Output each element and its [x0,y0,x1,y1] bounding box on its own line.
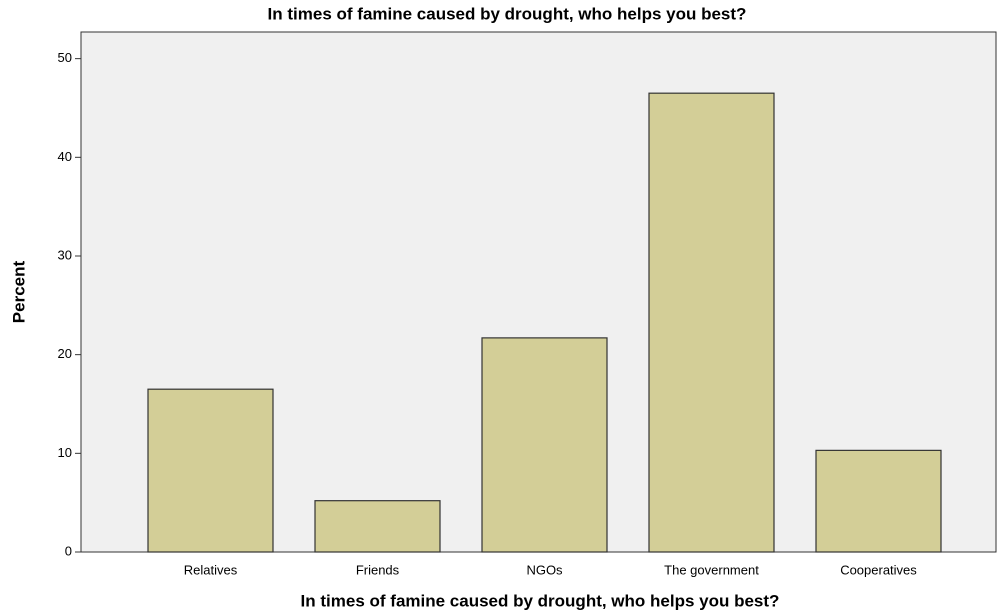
x-tick-label: Friends [356,562,400,577]
x-tick-label: The government [664,562,759,577]
y-tick-label: 30 [58,247,72,262]
y-tick-label: 10 [58,445,72,460]
x-tick-label: Cooperatives [840,562,917,577]
x-tick-label: Relatives [184,562,238,577]
bar [147,388,274,553]
bar [481,337,608,553]
y-tick-label: 40 [58,149,72,164]
bar [314,500,441,553]
chart-title: In times of famine caused by drought, wh… [268,4,747,23]
y-axis-title: Percent [9,260,28,323]
y-tick-label: 0 [65,543,72,558]
bar [815,449,942,553]
x-axis-title: In times of famine caused by drought, wh… [301,591,780,610]
bar [648,92,775,553]
y-tick-label: 50 [58,50,72,65]
y-tick-label: 20 [58,346,72,361]
x-tick-label: NGOs [526,562,563,577]
